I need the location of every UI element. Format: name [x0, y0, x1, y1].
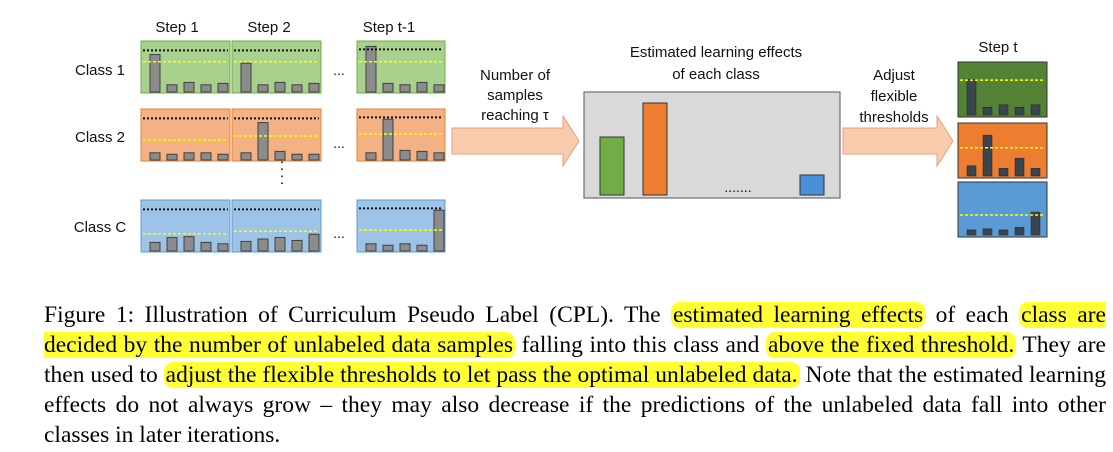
step-t-bar: [998, 168, 1009, 177]
histogram-bar: [166, 237, 178, 252]
step-t-bar: [966, 79, 977, 116]
histogram-bar: [382, 118, 394, 161]
histogram-bar: [416, 150, 428, 161]
step-t-bar: [982, 134, 993, 177]
arrow1-text-line2: samples: [487, 87, 543, 104]
histogram-bar: [365, 243, 377, 252]
cpl-diagram: Step 1 Step 2 Step t-1 Class 1 Class 2 C…: [74, 19, 1048, 253]
step-t-bar: [966, 229, 977, 236]
histogram-bar: [183, 236, 195, 252]
histogram-bar: [240, 240, 252, 252]
histogram-bar: [416, 244, 428, 252]
histogram-bar: [217, 153, 229, 161]
panel-title-line1: Estimated learning effects: [630, 44, 802, 61]
step-2-label: Step 2: [247, 19, 290, 36]
step-t-bar: [1030, 168, 1041, 177]
caption-prefix: Figure 1: Illustration of Curriculum Pse…: [44, 302, 671, 328]
step-t-histograms: [957, 61, 1048, 238]
effect-bar-class-c: [799, 174, 825, 196]
histogram-bar: [433, 84, 445, 93]
caption-highlight-1: estimated learning effects: [670, 302, 926, 328]
caption-highlight-3: above the fixed threshold.: [766, 332, 1017, 358]
histogram-bar: [183, 152, 195, 161]
arrow-to-learning-effects: [451, 114, 580, 168]
step-t-bar: [998, 229, 1009, 236]
caption-mid-3: They are then used to: [44, 332, 1106, 388]
step-t-bar: [1014, 107, 1025, 116]
arrow2-text-line1: Adjust: [873, 67, 916, 84]
learning-effects-panel: [583, 91, 841, 199]
histogram-bar: [382, 244, 394, 252]
histogram-bar: [399, 149, 411, 161]
arrow-to-step-t: [842, 114, 954, 168]
effect-bar-class-1: [599, 136, 625, 196]
histogram-bar: [257, 238, 269, 252]
column-ellipsis-bottom: :: [280, 171, 284, 188]
histogram-bar: [257, 84, 269, 93]
arrow1-text-line1: Number of: [480, 67, 551, 84]
step-t-bar: [1014, 227, 1025, 236]
histogram-bar: [257, 122, 269, 161]
histogram-grid: [140, 40, 446, 253]
histogram-bar: [382, 82, 394, 93]
arrow1-text-line3: reaching τ: [481, 107, 549, 124]
step-t-class-c-panel: [957, 181, 1048, 238]
class-2-label: Class 2: [75, 129, 125, 146]
histogram-bar: [200, 152, 212, 161]
histogram-bar: [240, 62, 252, 93]
panel-ellipsis: .......: [724, 179, 751, 195]
step-t-bar: [1014, 157, 1025, 177]
histogram-bar: [433, 152, 445, 161]
step-t-bar: [1030, 104, 1041, 116]
histogram-bar: [291, 153, 303, 161]
class-c-label: Class C: [74, 219, 127, 236]
histogram-bar: [308, 82, 320, 93]
caption-suffix: Note that the estimated learning effects…: [44, 362, 1106, 448]
histogram-bar: [274, 81, 286, 93]
histogram-bar: [308, 153, 320, 161]
row-2-ellipsis: ...: [333, 135, 345, 151]
histogram-bar: [399, 84, 411, 93]
histogram-bar: [166, 84, 178, 93]
histogram-bar: [274, 237, 286, 252]
row-1-ellipsis: ...: [333, 62, 345, 78]
row-c-ellipsis: ...: [333, 225, 345, 241]
step-t-bar: [966, 165, 977, 177]
histogram-bar: [217, 82, 229, 93]
histogram-bar: [399, 243, 411, 252]
histogram-bar: [217, 243, 229, 252]
histogram-bar: [365, 45, 377, 93]
effect-bar-class-2: [642, 102, 668, 196]
histogram-bar: [365, 152, 377, 161]
figure-caption: Figure 1: Illustration of Curriculum Pse…: [44, 300, 1106, 450]
arrow2-text-line3: thresholds: [859, 109, 928, 126]
step-t-bar: [982, 228, 993, 236]
histogram-bar: [291, 84, 303, 93]
panel-title-line2: of each class: [672, 66, 760, 83]
histogram-bar: [291, 239, 303, 252]
histogram-bar: [200, 84, 212, 93]
histogram-bar: [200, 241, 212, 252]
step-t-bar: [982, 107, 993, 116]
histogram-bar: [274, 150, 286, 161]
step-1-label: Step 1: [155, 19, 198, 36]
histogram-bar: [149, 241, 161, 252]
arrow2-text-line2: flexible: [871, 88, 918, 105]
histogram-bar: [149, 54, 161, 93]
column-ellipsis-top: :: [280, 157, 284, 174]
histogram-bar: [183, 81, 195, 93]
step-t-bar: [1030, 211, 1041, 236]
step-t-label: Step t: [978, 39, 1018, 56]
step-t-minus-1-label: Step t-1: [363, 19, 416, 36]
histogram-bar: [308, 233, 320, 252]
caption-highlight-4: adjust the flexible thresholds to let pa…: [163, 362, 800, 388]
caption-mid-2: falling into this class and: [515, 332, 767, 358]
class-1-label: Class 1: [75, 62, 125, 79]
histogram-bar: [149, 152, 161, 161]
histogram-bar: [166, 153, 178, 161]
histogram-bar: [416, 81, 428, 93]
caption-mid-1: of each: [925, 302, 1020, 328]
step-t-bar: [998, 104, 1009, 116]
histogram-bar: [240, 152, 252, 161]
